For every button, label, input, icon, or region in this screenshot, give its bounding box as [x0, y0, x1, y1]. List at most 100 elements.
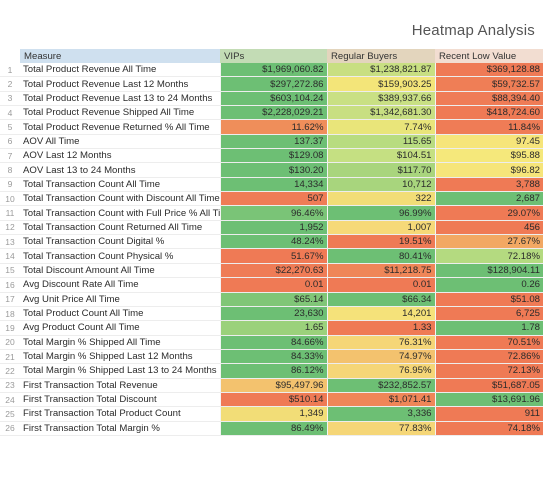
measure-cell: Total Product Revenue Last 13 to 24 Mont… [20, 91, 220, 107]
recent-low-value-cell: 72.86% [434, 349, 543, 365]
table-row[interactable]: 11 Total Transaction Count with Full Pric… [0, 205, 543, 221]
vips-value-cell: 1,349 [219, 406, 327, 422]
vips-value-cell: 137.37 [219, 134, 327, 150]
vips-value-cell: 507 [219, 191, 327, 207]
table-row[interactable]: 19 Avg Product Count All Time 1.65 1.33 1.78 [0, 320, 543, 336]
table-row[interactable]: 13 Total Transaction Count Digital % 48.24… [0, 234, 543, 250]
row-number: 9 [0, 177, 20, 193]
table-row[interactable]: 12 Total Transaction Count Returned All T… [0, 220, 543, 236]
measure-column-header[interactable]: Measure [20, 49, 220, 63]
regular-buyers-value-cell: $1,342,681.30 [326, 105, 435, 121]
table-row[interactable]: 20 Total Margin % Shipped All Time 84.66% 7… [0, 335, 543, 350]
table-row[interactable]: 16 Avg Discount Rate All Time 0.01 0.01 0.26 [0, 277, 543, 293]
table-row[interactable]: 23 First Transaction Total Revenue $95,497… [0, 378, 543, 393]
table-row[interactable]: 18 Total Product Count All Time 23,630 14,2… [0, 306, 543, 322]
measure-cell: Total Product Revenue Last 12 Months [20, 76, 220, 92]
regular-buyers-column-header[interactable]: Regular Buyers [327, 49, 435, 63]
table-row[interactable]: 25 First Transaction Total Product Count 1… [0, 406, 543, 422]
measure-cell: Total Transaction Count Digital % [20, 234, 220, 250]
table-row[interactable]: 17 Avg Unit Price All Time $65.14 $66.34 $51… [0, 292, 543, 307]
report-title: Heatmap Analysis [411, 22, 535, 39]
measure-cell: First Transaction Total Revenue [20, 378, 220, 393]
table-row[interactable]: 4 Total Product Revenue Shipped All Time $… [0, 105, 543, 121]
vips-value-cell: $129.08 [219, 148, 327, 164]
row-number: 22 [0, 363, 20, 379]
table-row[interactable]: 7 AOV Last 12 Months $129.08 $104.51 $95.88 [0, 148, 543, 164]
table-row[interactable]: 5 Total Product Revenue Returned % All Ti… [0, 119, 543, 135]
vips-value-cell: 86.12% [219, 363, 327, 379]
table-row[interactable]: 14 Total Transaction Count Physical % 51.6… [0, 248, 543, 264]
row-number: 4 [0, 105, 20, 121]
table-row[interactable]: 24 First Transaction Total Discount $510.1… [0, 392, 543, 408]
measure-cell: Total Transaction Count with Full Price … [20, 205, 220, 221]
measure-cell: AOV Last 13 to 24 Months [20, 162, 220, 178]
vips-value-cell: 0.01 [219, 277, 327, 293]
recent-low-value-cell: $128,904.11 [434, 263, 543, 279]
table-row[interactable]: 26 First Transaction Total Margin % 86.49%… [0, 421, 543, 436]
row-number: 8 [0, 162, 20, 178]
vips-value-cell: $1,969,060.82 [219, 63, 327, 78]
table-row[interactable]: 15 Total Discount Amount All Time $22,270.… [0, 263, 543, 279]
regular-buyers-value-cell: 74.97% [326, 349, 435, 365]
measure-cell: Total Transaction Count Returned All Tim… [20, 220, 220, 236]
row-number: 2 [0, 76, 20, 92]
recent-low-value-cell: $96.82 [434, 162, 543, 178]
table-row[interactable]: 3 Total Product Revenue Last 13 to 24 Mon… [0, 91, 543, 107]
regular-buyers-value-cell: $1,238,821.87 [326, 63, 435, 78]
row-number: 25 [0, 406, 20, 422]
vips-value-cell: 86.49% [219, 421, 327, 436]
heatmap-table: Measure VIPs Regular Buyers Recent Low V… [0, 49, 543, 436]
recent-low-value-cell: 97.45 [434, 134, 543, 150]
recent-low-value-cell: $51.08 [434, 292, 543, 307]
table-row[interactable]: 6 AOV All Time 137.37 115.65 97.45 [0, 134, 543, 150]
measure-cell: First Transaction Total Discount [20, 392, 220, 408]
vips-value-cell: 14,334 [219, 177, 327, 193]
row-number: 17 [0, 292, 20, 307]
measure-cell: Total Margin % Shipped All Time [20, 335, 220, 350]
regular-buyers-value-cell: 1.33 [326, 320, 435, 336]
regular-buyers-value-cell: $159,903.25 [326, 76, 435, 92]
table-row[interactable]: 9 Total Transaction Count All Time 14,334 1… [0, 177, 543, 193]
recent-low-value-cell: 72.18% [434, 248, 543, 264]
recent-low-value-cell: 1.78 [434, 320, 543, 336]
row-number: 10 [0, 191, 20, 207]
recent-low-value-cell: 72.13% [434, 363, 543, 379]
row-number: 26 [0, 421, 20, 436]
table-row[interactable]: 21 Total Margin % Shipped Last 12 Months 8… [0, 349, 543, 365]
vips-value-cell: $510.14 [219, 392, 327, 408]
vips-value-cell: 48.24% [219, 234, 327, 250]
regular-buyers-value-cell: 14,201 [326, 306, 435, 322]
row-number: 16 [0, 277, 20, 293]
table-row[interactable]: 22 Total Margin % Shipped Last 13 to 24 M… [0, 363, 543, 379]
regular-buyers-value-cell: 115.65 [326, 134, 435, 150]
vips-column-header[interactable]: VIPs [220, 49, 327, 63]
vips-value-cell: 84.33% [219, 349, 327, 365]
measure-cell: Total Margin % Shipped Last 12 Months [20, 349, 220, 365]
vips-value-cell: 51.67% [219, 248, 327, 264]
header-row: Measure VIPs Regular Buyers Recent Low V… [0, 49, 543, 63]
row-number: 23 [0, 378, 20, 393]
regular-buyers-value-cell: 76.95% [326, 363, 435, 379]
row-number: 6 [0, 134, 20, 150]
table-row[interactable]: 8 AOV Last 13 to 24 Months $130.20 $117.70 $… [0, 162, 543, 178]
vips-value-cell: 23,630 [219, 306, 327, 322]
row-number: 12 [0, 220, 20, 236]
row-number: 20 [0, 335, 20, 350]
regular-buyers-value-cell: 10,712 [326, 177, 435, 193]
table-row[interactable]: 2 Total Product Revenue Last 12 Months $29… [0, 76, 543, 92]
recent-low-value-cell: $51,687.05 [434, 378, 543, 393]
vips-value-cell: $22,270.63 [219, 263, 327, 279]
table-row[interactable]: 1 Total Product Revenue All Time $1,969,06… [0, 63, 543, 78]
vips-value-cell: $65.14 [219, 292, 327, 307]
regular-buyers-value-cell: $389,937.66 [326, 91, 435, 107]
recent-low-value-cell: $418,724.60 [434, 105, 543, 121]
row-number: 21 [0, 349, 20, 365]
recent-low-value-cell: 2,687 [434, 191, 543, 207]
measure-cell: Avg Discount Rate All Time [20, 277, 220, 293]
row-number: 5 [0, 119, 20, 135]
vips-value-cell: $603,104.24 [219, 91, 327, 107]
table-row[interactable]: 10 Total Transaction Count with Discount … [0, 191, 543, 207]
recent-low-value-column-header[interactable]: Recent Low Value [435, 49, 543, 63]
measure-cell: AOV Last 12 Months [20, 148, 220, 164]
row-number: 18 [0, 306, 20, 322]
